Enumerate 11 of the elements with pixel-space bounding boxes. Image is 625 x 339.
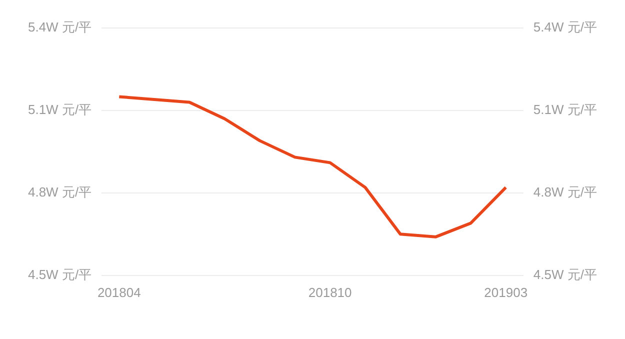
y2-tick-label: 5.1W 元/平: [533, 102, 598, 118]
y2-tick-label: 4.5W 元/平: [533, 266, 598, 282]
y-tick-label: 5.4W 元/平: [28, 20, 92, 35]
y-tick-label: 4.8W 元/平: [28, 184, 92, 200]
y2-tick-label: 5.4W 元/平: [533, 20, 598, 35]
x-tick-label: 201903: [484, 284, 528, 300]
y2-tick-label: 4.8W 元/平: [533, 184, 598, 200]
y-tick-label: 4.5W 元/平: [28, 266, 92, 282]
x-tick-label: 201804: [97, 284, 141, 300]
x-tick-label: 201810: [308, 284, 352, 300]
y-tick-label: 5.1W 元/平: [28, 102, 92, 118]
